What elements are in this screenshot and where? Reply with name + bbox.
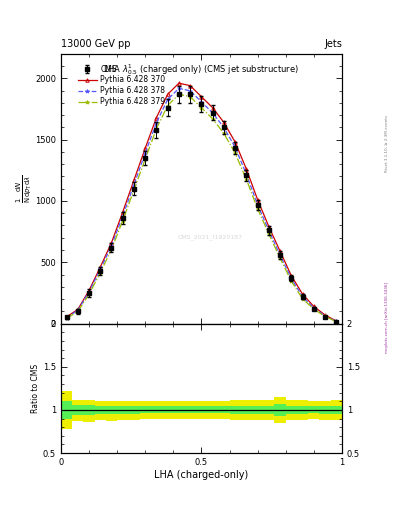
Pythia 6.428 370 — [300, 291, 305, 297]
Pythia 6.428 378 — [165, 96, 170, 102]
Text: mcplots.cern.ch [arXiv:1306.3436]: mcplots.cern.ch [arXiv:1306.3436] — [385, 282, 389, 353]
Text: CMS_2021_I1920187: CMS_2021_I1920187 — [177, 234, 242, 240]
Pythia 6.428 370 — [154, 115, 159, 121]
Pythia 6.428 378 — [132, 182, 136, 188]
Pythia 6.428 379 — [334, 318, 339, 325]
Pythia 6.428 378 — [278, 252, 283, 258]
Pythia 6.428 370 — [210, 104, 215, 111]
Pythia 6.428 370 — [75, 306, 80, 312]
Pythia 6.428 378 — [64, 315, 69, 321]
Pythia 6.428 379 — [278, 255, 283, 261]
Pythia 6.428 370 — [109, 240, 114, 246]
Pythia 6.428 370 — [132, 177, 136, 183]
Pythia 6.428 379 — [86, 291, 91, 297]
Pythia 6.428 378 — [120, 213, 125, 219]
Pythia 6.428 379 — [165, 102, 170, 109]
Pythia 6.428 378 — [300, 294, 305, 300]
Pythia 6.428 378 — [176, 86, 181, 92]
Pythia 6.428 378 — [244, 171, 249, 177]
Pythia 6.428 378 — [210, 110, 215, 116]
Pythia 6.428 370 — [143, 145, 148, 151]
Line: Pythia 6.428 378: Pythia 6.428 378 — [64, 86, 338, 324]
Pythia 6.428 379 — [188, 94, 193, 100]
Pythia 6.428 370 — [222, 119, 226, 125]
Pythia 6.428 370 — [64, 314, 69, 320]
Pythia 6.428 378 — [86, 289, 91, 295]
Pythia 6.428 379 — [210, 116, 215, 122]
Text: LHA $\lambda^{1}_{0.5}$ (charged only) (CMS jet substructure): LHA $\lambda^{1}_{0.5}$ (charged only) (… — [103, 62, 299, 77]
Pythia 6.428 370 — [334, 318, 339, 324]
Pythia 6.428 370 — [188, 82, 193, 89]
Pythia 6.428 379 — [64, 315, 69, 322]
Pythia 6.428 378 — [75, 307, 80, 313]
Pythia 6.428 378 — [188, 88, 193, 94]
Y-axis label: $\frac{1}{\mathrm{N}}\frac{\mathrm{d}N}{\mathrm{d}p_{\mathrm{T}}\mathrm{d}\lambd: $\frac{1}{\mathrm{N}}\frac{\mathrm{d}N}{… — [14, 175, 34, 203]
Pythia 6.428 379 — [176, 91, 181, 97]
Text: 13000 GeV pp: 13000 GeV pp — [61, 38, 130, 49]
Pythia 6.428 378 — [222, 124, 226, 131]
Pythia 6.428 370 — [165, 91, 170, 97]
Pythia 6.428 379 — [255, 206, 260, 212]
Pythia 6.428 370 — [278, 248, 283, 254]
Pythia 6.428 370 — [255, 197, 260, 203]
Pythia 6.428 370 — [266, 224, 271, 230]
Pythia 6.428 379 — [222, 131, 226, 137]
Pythia 6.428 370 — [289, 273, 294, 279]
Pythia 6.428 379 — [311, 306, 316, 312]
X-axis label: LHA (charged-only): LHA (charged-only) — [154, 470, 248, 480]
Pythia 6.428 379 — [154, 125, 159, 132]
Pythia 6.428 379 — [300, 296, 305, 302]
Pythia 6.428 378 — [266, 227, 271, 233]
Pythia 6.428 378 — [233, 144, 237, 151]
Pythia 6.428 378 — [289, 275, 294, 282]
Pythia 6.428 378 — [154, 120, 159, 126]
Pythia 6.428 378 — [323, 313, 327, 319]
Line: Pythia 6.428 379: Pythia 6.428 379 — [64, 92, 338, 324]
Pythia 6.428 370 — [311, 303, 316, 309]
Pythia 6.428 370 — [176, 80, 181, 86]
Text: Jets: Jets — [324, 38, 342, 49]
Pythia 6.428 370 — [120, 209, 125, 215]
Pythia 6.428 379 — [199, 104, 204, 111]
Pythia 6.428 379 — [98, 270, 103, 276]
Pythia 6.428 379 — [75, 309, 80, 315]
Pythia 6.428 378 — [143, 150, 148, 156]
Pythia 6.428 378 — [199, 99, 204, 105]
Pythia 6.428 378 — [255, 202, 260, 208]
Pythia 6.428 370 — [98, 264, 103, 270]
Pythia 6.428 370 — [86, 287, 91, 293]
Pythia 6.428 379 — [323, 313, 327, 319]
Pythia 6.428 379 — [289, 278, 294, 284]
Pythia 6.428 379 — [109, 246, 114, 252]
Pythia 6.428 379 — [143, 156, 148, 162]
Y-axis label: Ratio to CMS: Ratio to CMS — [31, 364, 40, 413]
Pythia 6.428 370 — [199, 94, 204, 100]
Pythia 6.428 378 — [311, 305, 316, 311]
Pythia 6.428 370 — [244, 166, 249, 172]
Pythia 6.428 378 — [98, 266, 103, 272]
Pythia 6.428 379 — [266, 231, 271, 237]
Pythia 6.428 378 — [109, 243, 114, 249]
Text: Rivet 3.1.10, ≥ 2.3M events: Rivet 3.1.10, ≥ 2.3M events — [385, 115, 389, 172]
Pythia 6.428 370 — [323, 312, 327, 318]
Line: Pythia 6.428 370: Pythia 6.428 370 — [65, 81, 338, 323]
Pythia 6.428 379 — [233, 150, 237, 156]
Pythia 6.428 379 — [132, 187, 136, 193]
Pythia 6.428 370 — [233, 139, 237, 145]
Pythia 6.428 379 — [244, 177, 249, 183]
Pythia 6.428 378 — [334, 318, 339, 325]
Legend: CMS, Pythia 6.428 370, Pythia 6.428 378, Pythia 6.428 379: CMS, Pythia 6.428 370, Pythia 6.428 378,… — [76, 63, 167, 108]
Pythia 6.428 379 — [120, 218, 125, 224]
